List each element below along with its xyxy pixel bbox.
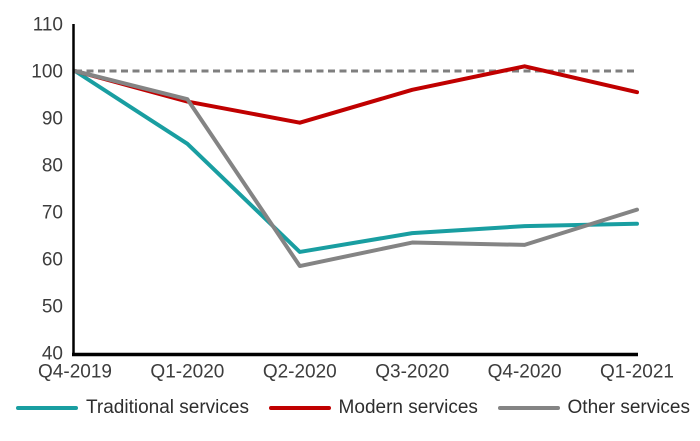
y-tick-label-90: 90 bbox=[42, 109, 63, 130]
x-tick-label-q1-2020: Q1-2020 bbox=[150, 362, 224, 383]
y-tick-label-100: 100 bbox=[31, 62, 63, 83]
x-tick-label-q1-2021: Q1-2021 bbox=[600, 362, 674, 383]
legend-label-other-services: Other services bbox=[567, 397, 690, 418]
x-tick-label-q3-2020: Q3-2020 bbox=[375, 362, 449, 383]
y-tick-label-40: 40 bbox=[42, 344, 63, 365]
legend-line-traditional-services bbox=[16, 405, 78, 410]
series-line-other-services bbox=[73, 69, 639, 269]
y-tick-label-50: 50 bbox=[42, 297, 63, 318]
plot-area: 40 50 60 70 80 90 100 110 Q4-2019 Q1-2020 Q2-2020 Q… bbox=[31, 15, 674, 383]
y-tick-label-70: 70 bbox=[42, 203, 63, 224]
x-tick-label-q2-2020: Q2-2020 bbox=[263, 362, 337, 383]
series-line-traditional-services bbox=[73, 69, 639, 254]
legend-line-modern-services bbox=[268, 405, 331, 410]
legend-item-traditional-services: Traditional services bbox=[16, 397, 249, 418]
y-tick-label-110: 110 bbox=[33, 15, 63, 36]
y-tick-label-60: 60 bbox=[42, 250, 63, 271]
legend-label-modern-services: Modern services bbox=[338, 397, 478, 418]
legend-item-modern-services: Modern services bbox=[268, 397, 478, 418]
legend: Traditional services Modern services Oth… bbox=[0, 388, 700, 441]
x-tick-label-q4-2019: Q4-2019 bbox=[38, 362, 112, 383]
y-tick-label-80: 80 bbox=[42, 156, 63, 177]
series-line-modern-services bbox=[73, 64, 639, 125]
legend-label-traditional-services: Traditional services bbox=[86, 397, 249, 418]
x-tick-label-q4-2020: Q4-2020 bbox=[488, 362, 562, 383]
legend-line-other-services bbox=[497, 405, 560, 410]
legend-item-other-services: Other services bbox=[497, 397, 690, 418]
